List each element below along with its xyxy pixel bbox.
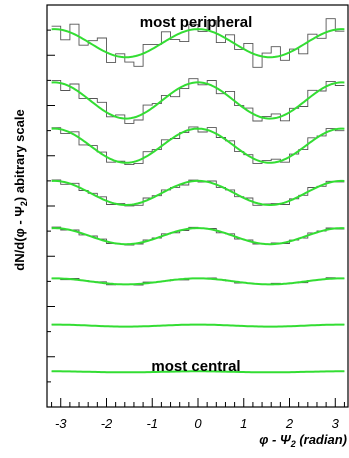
x-tick-label: 2 bbox=[285, 416, 294, 431]
x-axis-label-suffix: (radian) bbox=[296, 432, 347, 447]
x-axis-label: φ - Ψ2 (radian) bbox=[259, 432, 347, 449]
x-tick-label: 0 bbox=[194, 416, 202, 431]
x-axis-label-subscript: 2 bbox=[290, 439, 296, 449]
fit-curve-5 bbox=[51, 227, 345, 246]
x-axis-ticks: -3 -2 -1 0 1 2 3 bbox=[51, 398, 345, 431]
x-tick-label: -2 bbox=[101, 416, 113, 431]
x-tick-label: 3 bbox=[332, 416, 340, 431]
y-axis-ticks bbox=[47, 4, 55, 408]
x-tick-label: -3 bbox=[55, 416, 67, 431]
fit-curve-7 bbox=[51, 323, 345, 328]
y-axis-label-prefix: dN/d(φ - Ψ bbox=[12, 206, 27, 271]
fit-curve-3 bbox=[51, 127, 345, 164]
top-annotation: most peripheral bbox=[140, 14, 253, 31]
fit-curve-6 bbox=[51, 277, 345, 286]
fit-curve-group bbox=[51, 28, 345, 374]
y-axis-label-subscript: 2 bbox=[19, 201, 29, 206]
plot-border bbox=[46, 4, 349, 408]
plot-frame bbox=[46, 4, 349, 408]
fit-curve-1 bbox=[51, 28, 345, 59]
y-axis-label-suffix: ) abitrary scale bbox=[12, 109, 27, 201]
histogram-series-3 bbox=[51, 126, 345, 166]
fit-curve-8 bbox=[51, 370, 345, 374]
histogram-series-4 bbox=[51, 179, 345, 207]
fit-curve-2 bbox=[51, 81, 345, 120]
y-axis-label: dN/d(φ - Ψ2) abitrary scale bbox=[12, 109, 29, 270]
x-tick-label: -1 bbox=[146, 416, 158, 431]
histogram-series-2 bbox=[51, 78, 345, 124]
histogram-series-5 bbox=[51, 226, 345, 246]
bottom-annotation: most central bbox=[151, 358, 240, 375]
x-tick-label: 1 bbox=[240, 416, 247, 431]
x-axis-label-prefix: φ - Ψ bbox=[259, 432, 292, 447]
fit-curve-4 bbox=[51, 179, 345, 206]
